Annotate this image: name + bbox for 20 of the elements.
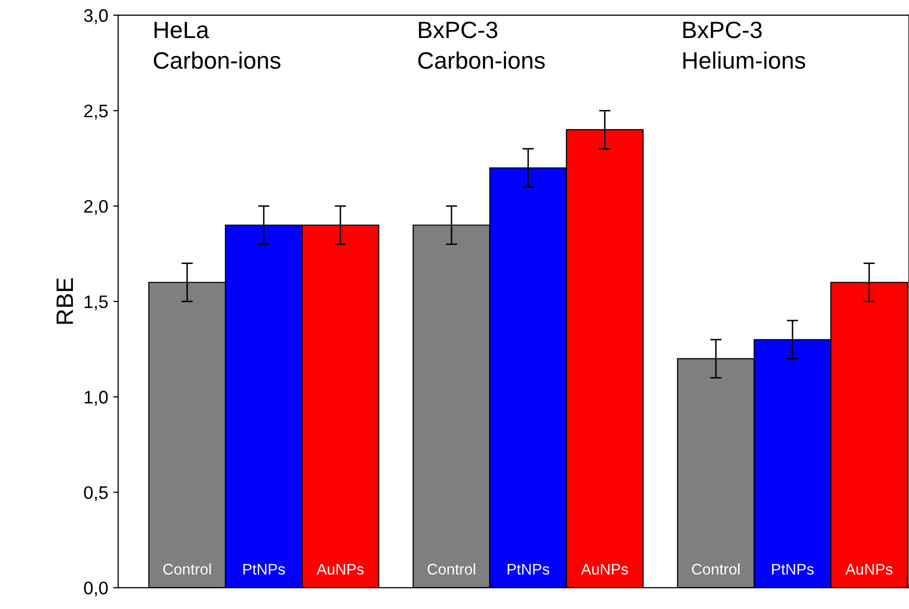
x-tick-label: Control xyxy=(163,563,211,575)
annotation: BxPC-3 Helium-ions xyxy=(683,22,806,69)
y-tick-label: 0,5 xyxy=(84,486,108,502)
x-tick-label: PtNPs xyxy=(243,564,285,575)
x-tick-label: Control xyxy=(428,563,476,575)
y-tick-label: 1,0 xyxy=(84,390,108,406)
annotation: BxPC-3 Carbon-ions xyxy=(418,22,545,69)
x-tick-label: AuNPs xyxy=(316,564,364,575)
x-tick-label: Control xyxy=(692,563,740,575)
x-tick-label: PtNPs xyxy=(772,564,814,575)
y-tick-label: 2,5 xyxy=(84,104,108,120)
x-tick-label: AuNPs xyxy=(581,564,628,575)
annotation: HeLa Carbon-ions xyxy=(154,22,280,69)
y-tick-label: 1,5 xyxy=(84,296,108,310)
y-tick-label: 0,0 xyxy=(84,582,108,597)
y-axis-title: RBE xyxy=(56,278,73,324)
y-tick-label: 2,0 xyxy=(84,200,108,215)
x-tick-label: AuNPs xyxy=(845,564,892,575)
x-tick-label: PtNPs xyxy=(508,564,550,575)
y-tick-label: 3,0 xyxy=(84,9,108,24)
